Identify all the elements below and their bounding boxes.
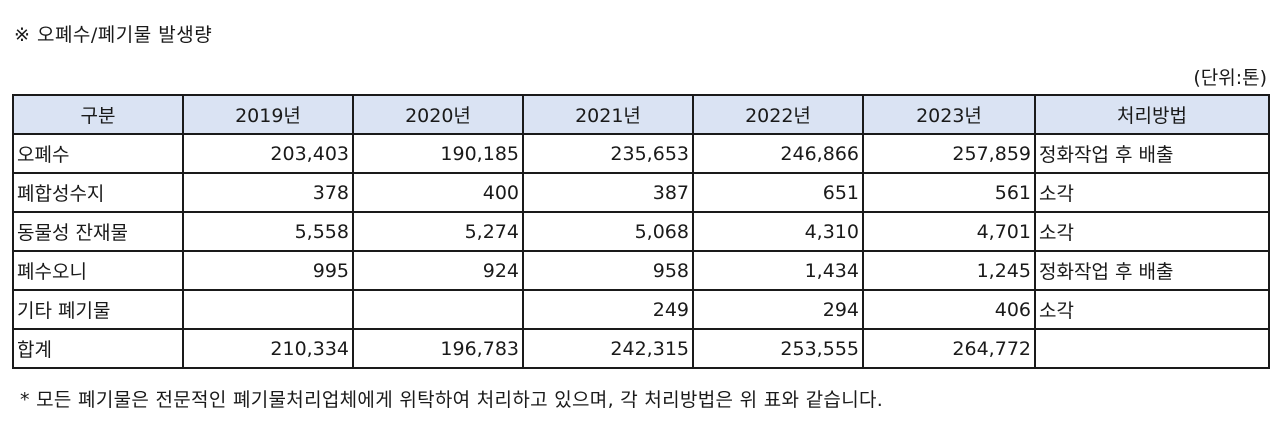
cell-2021: 5,068 [522, 211, 694, 252]
cell-2022: 253,555 [692, 328, 864, 369]
row-label: 기타 폐기물 [12, 289, 184, 330]
table-row: 기타 폐기물 249 294 406 소각 [12, 289, 1270, 330]
header-2021: 2021년 [522, 94, 694, 135]
cell-2020 [352, 289, 524, 330]
row-label: 폐수오니 [12, 250, 184, 291]
cell-2022: 651 [692, 172, 864, 213]
header-2020: 2020년 [352, 94, 524, 135]
cell-2021: 249 [522, 289, 694, 330]
row-label: 오폐수 [12, 133, 184, 174]
cell-2019: 995 [182, 250, 354, 291]
cell-2020: 196,783 [352, 328, 524, 369]
cell-2021: 387 [522, 172, 694, 213]
row-label: 동물성 잔재물 [12, 211, 184, 252]
cell-2022: 4,310 [692, 211, 864, 252]
cell-2023: 4,701 [862, 211, 1036, 252]
header-2023: 2023년 [862, 94, 1036, 135]
cell-2023: 561 [862, 172, 1036, 213]
cell-2021: 958 [522, 250, 694, 291]
row-label: 폐합성수지 [12, 172, 184, 213]
header-row: 구분 2019년 2020년 2021년 2022년 2023년 처리방법 [12, 94, 1270, 135]
table-row: 폐합성수지 378 400 387 651 561 소각 [12, 172, 1270, 213]
cell-2023: 406 [862, 289, 1036, 330]
header-category: 구분 [12, 94, 184, 135]
header-2022: 2022년 [692, 94, 864, 135]
table-title: ※ 오폐수/폐기물 발생량 [14, 24, 213, 46]
cell-method: 정화작업 후 배출 [1034, 133, 1270, 174]
cell-2021: 235,653 [522, 133, 694, 174]
cell-2019: 378 [182, 172, 354, 213]
cell-2019 [182, 289, 354, 330]
unit-label: (단위:톤) [1193, 67, 1267, 89]
table-row: 오폐수 203,403 190,185 235,653 246,866 257,… [12, 133, 1270, 174]
cell-2023: 264,772 [862, 328, 1036, 369]
header-2019: 2019년 [182, 94, 354, 135]
cell-method: 소각 [1034, 289, 1270, 330]
row-label: 합계 [12, 328, 184, 369]
cell-2022: 1,434 [692, 250, 864, 291]
cell-2023: 257,859 [862, 133, 1036, 174]
cell-2020: 400 [352, 172, 524, 213]
cell-2022: 246,866 [692, 133, 864, 174]
table-row: 동물성 잔재물 5,558 5,274 5,068 4,310 4,701 소각 [12, 211, 1270, 252]
cell-2019: 210,334 [182, 328, 354, 369]
footnote: * 모든 폐기물은 전문적인 폐기물처리업체에게 위탁하여 처리하고 있으며, … [20, 389, 884, 411]
cell-2020: 5,274 [352, 211, 524, 252]
cell-2020: 924 [352, 250, 524, 291]
table-row: 폐수오니 995 924 958 1,434 1,245 정화작업 후 배출 [12, 250, 1270, 291]
cell-method: 소각 [1034, 211, 1270, 252]
cell-2022: 294 [692, 289, 864, 330]
total-row: 합계 210,334 196,783 242,315 253,555 264,7… [12, 328, 1270, 369]
cell-method: 정화작업 후 배출 [1034, 250, 1270, 291]
cell-2019: 203,403 [182, 133, 354, 174]
cell-2021: 242,315 [522, 328, 694, 369]
cell-2020: 190,185 [352, 133, 524, 174]
cell-2023: 1,245 [862, 250, 1036, 291]
waste-table: 구분 2019년 2020년 2021년 2022년 2023년 처리방법 오폐… [12, 94, 1270, 369]
cell-2019: 5,558 [182, 211, 354, 252]
header-method: 처리방법 [1034, 94, 1270, 135]
cell-method [1034, 328, 1270, 369]
cell-method: 소각 [1034, 172, 1270, 213]
